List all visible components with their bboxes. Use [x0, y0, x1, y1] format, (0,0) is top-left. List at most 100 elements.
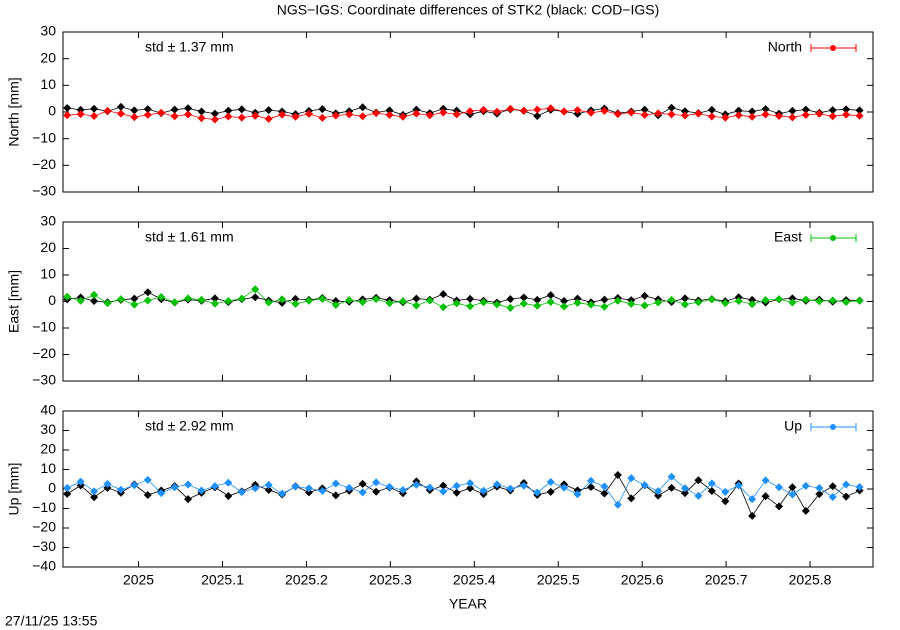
y-axis-label: East [mm]: [6, 270, 22, 333]
data-point: [492, 300, 501, 309]
data-point: [788, 490, 797, 499]
data-point: [116, 109, 125, 118]
data-point: [788, 483, 797, 492]
data-point: [224, 112, 233, 121]
data-point: [506, 484, 515, 493]
data-point: [372, 109, 381, 118]
data-point: [264, 298, 273, 307]
data-point: [331, 479, 340, 488]
data-point: [412, 294, 421, 303]
data-point: [237, 294, 246, 303]
data-point: [801, 105, 810, 114]
data-point: [452, 110, 461, 119]
y-tick-label: 30: [40, 421, 56, 437]
data-point: [654, 109, 663, 118]
data-point: [667, 483, 676, 492]
data-point: [815, 484, 824, 493]
data-point: [157, 489, 166, 498]
data-point: [586, 476, 595, 485]
data-point: [533, 295, 542, 304]
data-point: [774, 112, 783, 120]
y-tick-label: −20: [32, 519, 56, 535]
data-point: [734, 106, 743, 115]
data-point: [210, 299, 219, 308]
data-point: [385, 106, 394, 115]
data-point: [143, 288, 152, 297]
y-tick-label: 0: [48, 103, 56, 119]
data-point: [184, 110, 193, 119]
legend-label: Up: [784, 418, 802, 434]
data-point: [694, 109, 703, 118]
data-point: [842, 298, 851, 307]
data-point: [210, 482, 219, 491]
data-point: [63, 292, 72, 301]
data-point: [734, 296, 743, 305]
data-point: [385, 299, 394, 308]
y-tick-label: −20: [32, 345, 56, 361]
data-point: [130, 113, 139, 122]
data-point: [828, 106, 837, 115]
data-point: [278, 295, 287, 304]
data-point: [170, 298, 179, 307]
data-point: [184, 294, 193, 303]
data-point: [586, 300, 595, 309]
data-point: [90, 290, 99, 299]
y-tick-label: 40: [40, 402, 56, 418]
data-point: [640, 105, 649, 114]
data-point: [573, 298, 582, 307]
data-point: [479, 298, 488, 307]
data-point: [694, 476, 703, 485]
chart-title: NGS−IGS: Coordinate differences of STK2 …: [277, 2, 660, 18]
data-point: [157, 108, 166, 117]
data-point: [506, 303, 515, 312]
data-point: [694, 298, 703, 307]
data-point: [398, 297, 407, 306]
data-point: [748, 295, 757, 304]
data-point: [667, 472, 676, 481]
data-point: [560, 296, 569, 305]
data-point: [63, 489, 72, 498]
data-point: [748, 107, 757, 116]
data-point: [425, 296, 434, 305]
data-point: [546, 291, 555, 300]
data-point: [291, 294, 300, 303]
data-point: [103, 299, 112, 308]
data-point: [466, 107, 475, 116]
x-axis-label: YEAR: [449, 596, 487, 612]
data-point: [573, 294, 582, 303]
data-point: [519, 481, 528, 490]
data-point: [560, 302, 569, 311]
data-point: [304, 296, 313, 305]
data-point: [506, 104, 515, 113]
data-point: [197, 114, 206, 123]
data-point: [734, 111, 743, 120]
data-point: [707, 112, 716, 121]
data-point: [815, 297, 824, 306]
data-point: [184, 480, 193, 489]
legend-marker: [830, 235, 836, 241]
data-point: [116, 295, 125, 304]
data-point: [452, 481, 461, 490]
y-tick-label: 0: [48, 292, 56, 308]
data-point: [680, 107, 689, 116]
data-point: [627, 474, 636, 483]
data-point: [237, 488, 246, 497]
data-point: [130, 481, 139, 490]
data-point: [774, 295, 783, 304]
data-point: [855, 483, 864, 492]
x-tick-label: 2025.1: [201, 572, 244, 588]
data-point: [130, 106, 139, 115]
data-point: [855, 106, 864, 115]
data-point: [291, 482, 300, 491]
data-point: [828, 112, 837, 121]
data-point: [828, 492, 837, 501]
data-point: [466, 302, 475, 311]
data-point: [761, 476, 770, 485]
data-point: [519, 293, 528, 302]
data-point: [627, 108, 636, 117]
data-point: [345, 296, 354, 305]
data-point: [90, 104, 99, 113]
data-point: [63, 104, 72, 112]
data-point: [291, 112, 300, 121]
data-point: [116, 485, 125, 494]
